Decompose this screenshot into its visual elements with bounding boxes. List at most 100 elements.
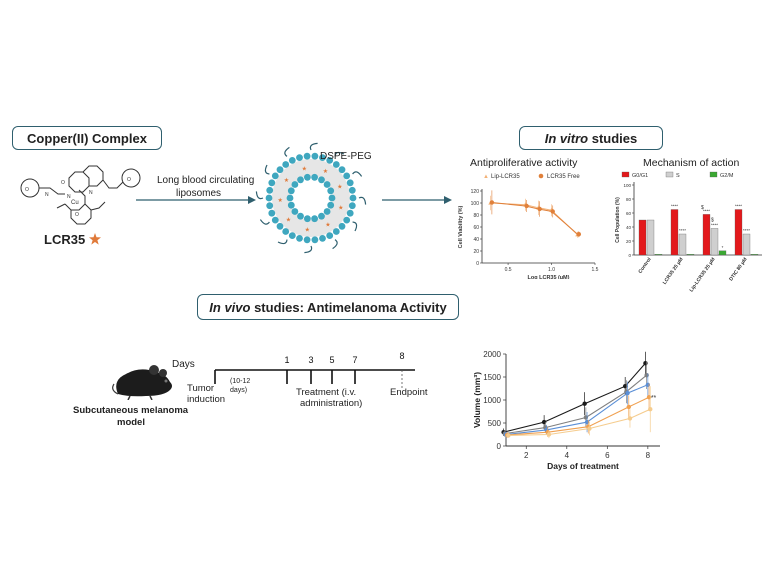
bar-g2m [750, 254, 759, 256]
copper-complex-title: Copper(II) Complex [27, 130, 147, 146]
data-point [587, 426, 592, 431]
y-tick-label: 100 [471, 201, 480, 207]
peg-chain [309, 142, 318, 151]
y-tick-label: 20 [626, 239, 632, 244]
lipid-head [304, 215, 311, 223]
y-tick-label: 40 [626, 225, 632, 230]
significance-label: **** [711, 222, 718, 227]
peg-chain [358, 196, 367, 205]
significance-label: **** [671, 204, 678, 209]
lipid-head [268, 209, 276, 217]
significance-label: **** [735, 204, 742, 209]
lipid-head [319, 235, 326, 242]
liposome-arrow-label-2: liposomes [176, 188, 222, 199]
x-tick-label: 6 [605, 451, 610, 460]
lipid-head [311, 215, 318, 223]
svg-text:N: N [67, 194, 71, 200]
data-point [524, 203, 529, 209]
lipid-head [282, 228, 290, 235]
bar-g2m [654, 254, 663, 256]
drug-star-icon: ★ [337, 184, 342, 191]
day-number: 1 [284, 355, 289, 365]
bar-g0g1 [702, 214, 711, 256]
legend-lip-label: Lip-LCR35 [491, 174, 520, 180]
peg-chain [284, 146, 290, 157]
category-label: LCR35 25 µM [662, 257, 685, 286]
arrow-to-liposome [136, 196, 256, 204]
drug-star-icon: ★ [305, 226, 310, 233]
x-tick-label: 8 [646, 451, 651, 460]
interval-label-2: days) [230, 387, 248, 394]
legend-lip-marker: ▲ [483, 174, 489, 180]
lipid-head [297, 212, 304, 220]
x-tick-label: 1.5 [592, 267, 599, 273]
lipid-head [291, 208, 299, 215]
lipid-head [276, 222, 284, 230]
y-axis-title: Volume (mm³) [472, 372, 482, 428]
significance-label: **** [679, 228, 686, 233]
lipid-head [343, 216, 351, 224]
peg-chain [334, 151, 345, 157]
y-tick-label: 0 [476, 261, 479, 267]
lipid-head [323, 181, 331, 188]
data-point [625, 390, 630, 396]
x-tick-label: 2 [524, 451, 529, 460]
drug-star-icon: ★ [338, 205, 343, 212]
legend-free-label: LCR35 Free [547, 174, 580, 180]
day-number: 7 [352, 355, 357, 365]
x-tick-label: 0.5 [505, 267, 512, 273]
y-tick-label: 40 [473, 237, 479, 243]
antiproliferative-chart: ▲ Lip-LCR35 LCR35 Free 0 20 40 60 80 100 120 0.5 1.… [458, 173, 599, 279]
days-label: Days [172, 359, 195, 370]
y-tick-label: 80 [626, 197, 632, 202]
lipid-head [271, 172, 279, 180]
category-label: Lip-LCR35 25 µM [689, 257, 717, 294]
lipid-head [332, 228, 340, 235]
x-axis-title: Days of treatment [547, 461, 619, 471]
dspe-peg-label: DSPE-PEG [320, 151, 372, 162]
lipid-head [288, 232, 296, 239]
lipid-head [304, 173, 311, 181]
copper-complex-title-box: Copper(II) Complex [12, 126, 162, 150]
peg-chain [352, 221, 358, 232]
lipid-head [311, 173, 318, 181]
lipid-head [287, 187, 295, 195]
lipid-head [326, 232, 334, 239]
data-point [627, 416, 633, 421]
lipid-head [271, 216, 279, 224]
y-tick-label: 2000 [483, 350, 501, 359]
lipid-head [266, 186, 274, 194]
y-tick-label: 1500 [483, 373, 501, 382]
star-icon [89, 233, 101, 245]
endpoint-label: Endpoint [390, 387, 428, 398]
legend-label: G0/G1 [632, 173, 648, 179]
y-tick-label: 120 [471, 189, 480, 195]
svg-text:Cu: Cu [71, 200, 79, 206]
category-label: Control [638, 256, 653, 275]
drug-star-icon: ★ [325, 222, 330, 229]
data-point [576, 232, 582, 237]
x-axis-title: Log LCR35 (µM) [528, 275, 570, 279]
drug-star-icon: ★ [278, 197, 283, 204]
interval-label-1: (10-12 [230, 378, 251, 385]
x-tick-label: 1.0 [548, 267, 555, 273]
peg-chain [255, 191, 264, 200]
drug-star-icon: ★ [286, 217, 291, 224]
lipid-head [311, 236, 319, 244]
significance-dollar: $ [711, 217, 714, 223]
lipid-head [286, 194, 294, 202]
lipid-head [303, 152, 311, 160]
lipid-head [343, 172, 351, 180]
bar-s [710, 228, 719, 256]
lipid-head [319, 154, 326, 161]
data-point [648, 407, 653, 412]
lipid-head [346, 209, 354, 217]
lipid-head [296, 235, 303, 242]
treatment-label-2: administration) [300, 398, 363, 409]
svg-text:N: N [89, 190, 93, 196]
y-tick-label: 20 [473, 249, 479, 255]
legend-swatch [621, 171, 630, 178]
invivo-title-box: In vivo studies: Antimelanoma Activity [197, 294, 459, 320]
lipid-head [297, 176, 304, 184]
data-point [626, 404, 631, 410]
